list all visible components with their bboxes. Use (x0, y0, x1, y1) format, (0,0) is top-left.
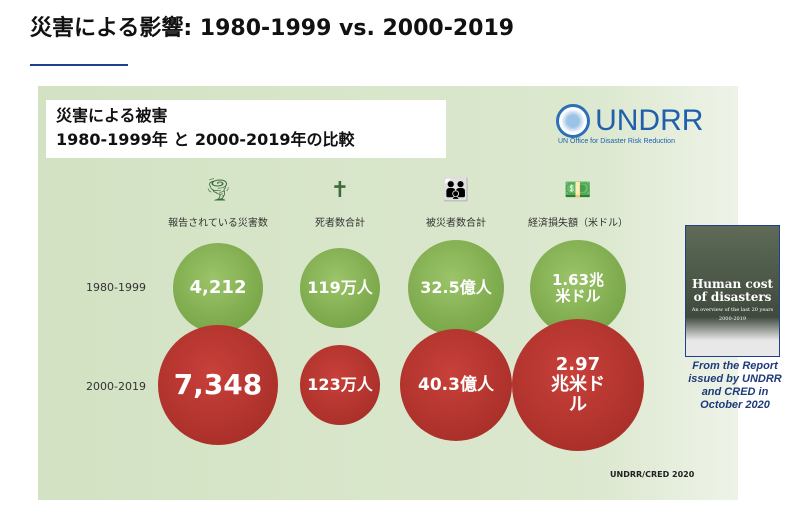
column-label: 経済損失額（米ドル） (528, 218, 628, 229)
column-label: 被災者数合計 (426, 218, 486, 229)
logo-subtitle: UN Office for Disaster Risk Reduction (558, 138, 675, 145)
column-header-deaths: ✝ 死者数合計 (275, 178, 405, 229)
un-emblem-icon (556, 104, 590, 138)
column-label: 報告されている災害数 (168, 218, 268, 229)
report-cover-image: Human cost of disasters An overview of t… (685, 225, 780, 357)
report-caption: From the Report issued by UNDRR and CRED… (688, 360, 782, 411)
page-title: 災害による影響: 1980-1999 vs. 2000-2019 (30, 16, 515, 41)
death-icon: ✝ (330, 178, 350, 203)
heading-line-1: 災害による被害 (56, 106, 168, 125)
infographic-heading: 災害による被害 1980-1999年 と 2000-2019年の比較 (46, 100, 446, 158)
cover-title: Human cost of disasters (691, 277, 774, 304)
bubble-disasters-2000: 7,348 (158, 325, 278, 445)
cover-subtitle: An overview of the last 20 years (691, 307, 774, 313)
row-label-1980-1999: 1980-1999 (86, 281, 146, 294)
column-header-disasters: 🌪 報告されている災害数 (153, 178, 283, 229)
logo-name: UNDRR (595, 104, 704, 137)
bubble-deaths-1980: 119万人 (300, 248, 380, 328)
heading-line-2: 1980-1999年 と 2000-2019年の比較 (56, 130, 355, 149)
column-header-affected: 👪 被災者数合計 (391, 178, 521, 229)
column-label: 死者数合計 (315, 218, 365, 229)
bubble-affected-1980: 32.5億人 (408, 240, 504, 336)
title-underline (30, 64, 128, 66)
column-header-losses: 💵 経済損失額（米ドル） (513, 178, 643, 229)
source-label: UNDRR/CRED 2020 (610, 470, 695, 479)
bubble-disasters-1980: 4,212 (173, 243, 263, 333)
undrr-logo: UNDRR UN Office for Disaster Risk Reduct… (556, 104, 703, 145)
disaster-icon: 🌪 (204, 178, 232, 203)
bubble-deaths-2000: 123万人 (300, 345, 380, 425)
cover-years: 2000-2019 (718, 316, 747, 322)
bubble-losses-2000: 2.97兆米ドル (512, 319, 644, 451)
row-label-2000-2019: 2000-2019 (86, 380, 146, 393)
money-icon: 💵 (564, 178, 592, 203)
people-icon: 👪 (442, 178, 470, 203)
bubble-affected-2000: 40.3億人 (400, 329, 512, 441)
